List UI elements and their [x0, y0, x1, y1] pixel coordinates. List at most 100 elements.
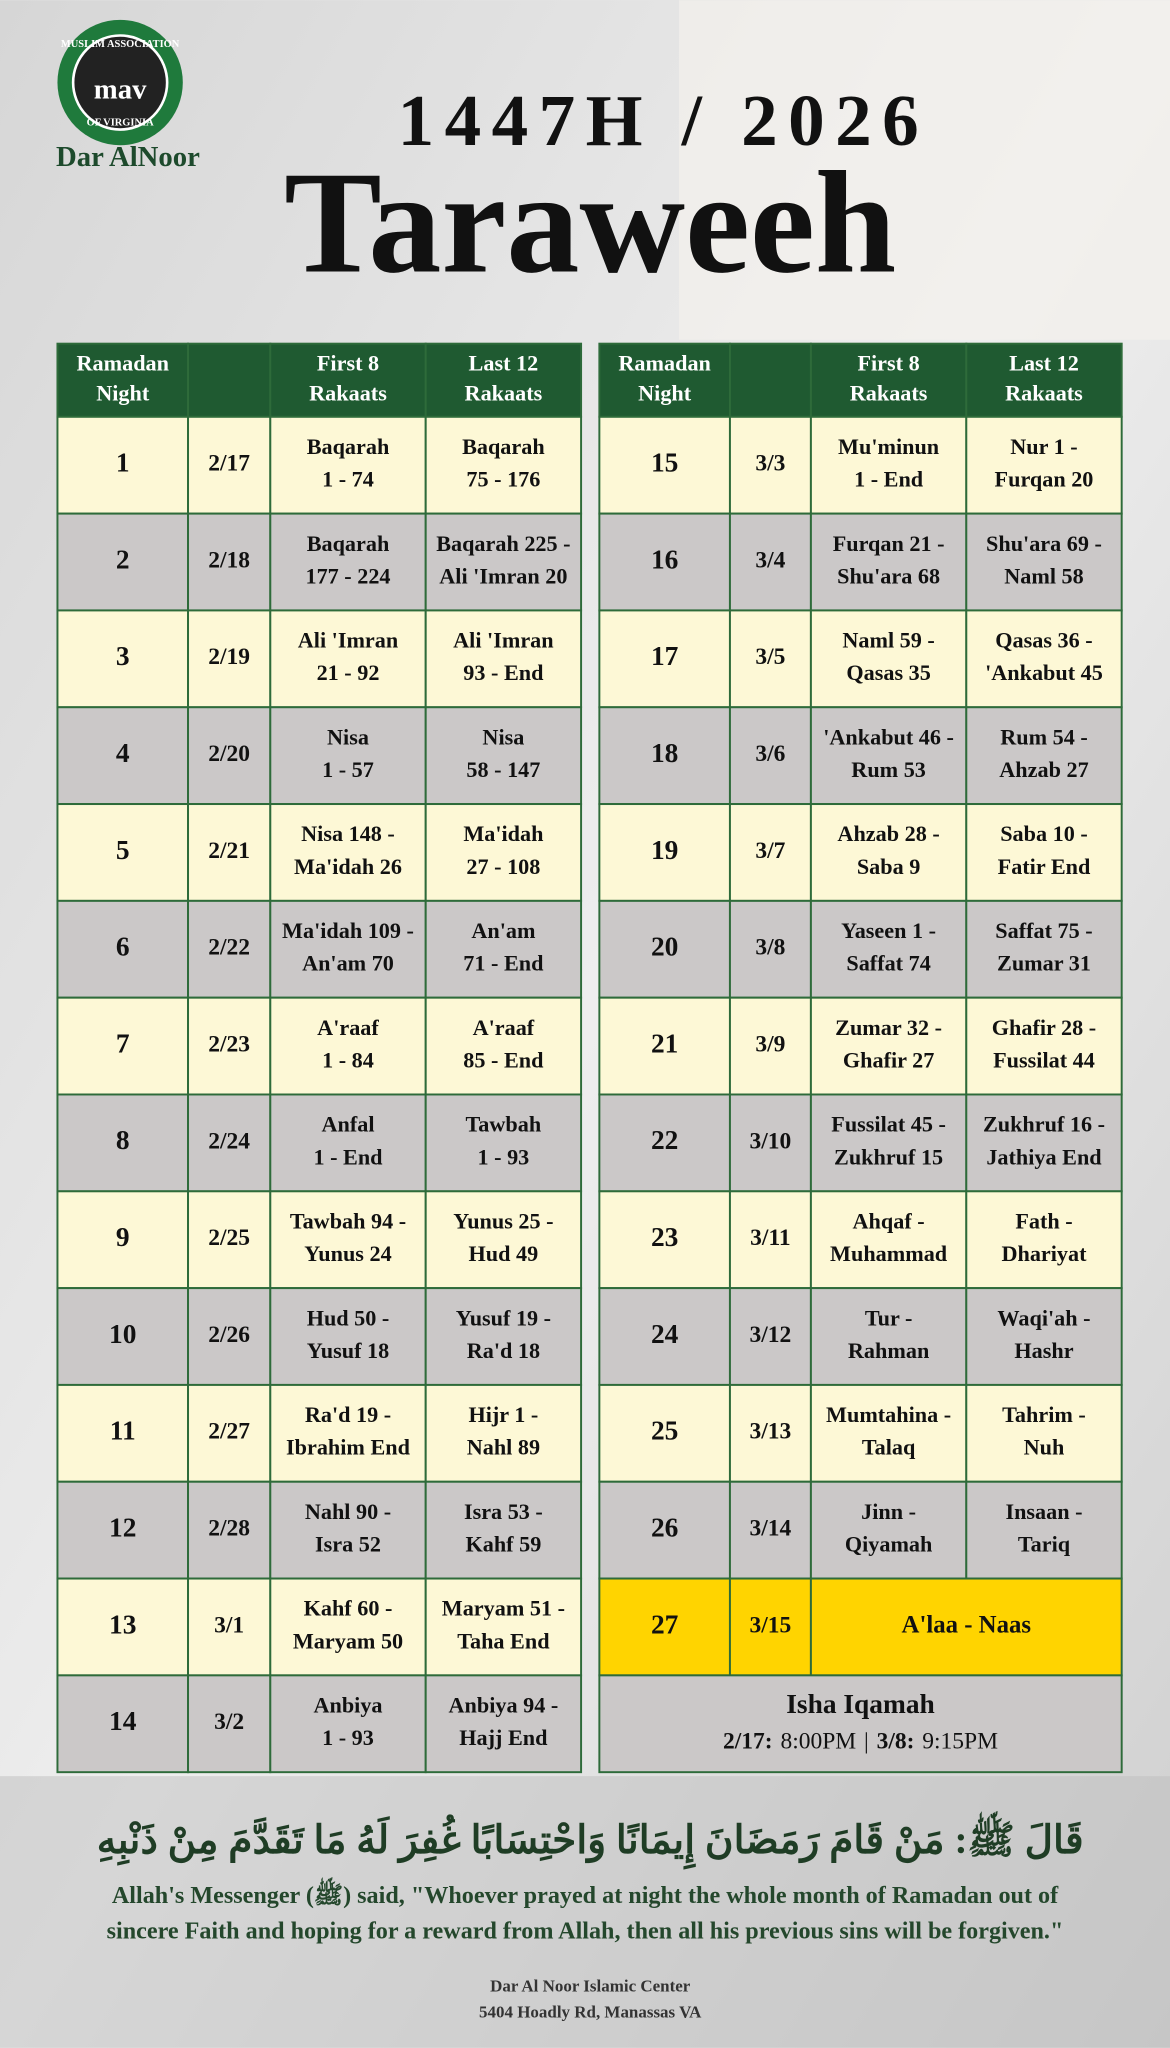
table-cell: [965, 996, 1123, 1096]
night-number: 12: [109, 1512, 136, 1542]
table-cell: [187, 1674, 272, 1774]
table-cell: [187, 899, 272, 999]
cell-text: Shu'ara 68: [837, 563, 940, 588]
table-cell: [56, 803, 190, 902]
table-cell: [269, 609, 427, 709]
night-number: 18: [651, 738, 678, 768]
date: 3/9: [755, 1031, 785, 1057]
table-cell: [965, 899, 1123, 999]
table-cell: [809, 706, 968, 806]
table-cell: [269, 1190, 427, 1290]
cell-text: Fussilat 45 -: [831, 1112, 946, 1137]
cell-text: An'am 70: [302, 951, 394, 976]
table-cell: [187, 1190, 272, 1290]
cell-text: Muhammad: [830, 1241, 948, 1266]
cell-text: Ghafir 27: [843, 1047, 934, 1072]
cell-text: Saba 10 -: [1000, 821, 1088, 846]
cell-text: Tawbah: [466, 1112, 542, 1137]
night-number: 10: [109, 1319, 136, 1349]
reading: A'laa - Naas: [902, 1612, 1032, 1639]
table-cell: [598, 899, 731, 999]
date: 3/8: [755, 935, 785, 961]
cell-text: Kahf 59: [465, 1532, 541, 1557]
cell-text: 1 - End: [854, 467, 924, 492]
cell-text: Saffat 75 -: [995, 918, 1092, 943]
cell-text: 1 - 84: [322, 1047, 374, 1072]
cell-text: Hud 49: [469, 1241, 539, 1266]
isha-first-time: 8:00PM: [780, 1729, 856, 1755]
table-cell: [598, 706, 731, 806]
cell-text: Jathiya End: [986, 1144, 1102, 1169]
table-cell: [728, 1093, 812, 1193]
cell-text: Hud 50 -: [307, 1305, 390, 1330]
table-cell: [809, 1093, 968, 1193]
cell-text: 21 - 92: [317, 660, 380, 685]
table-cell: [424, 415, 583, 515]
table-cell: [809, 609, 968, 709]
cell-text: Tur -: [865, 1305, 912, 1330]
table-cell: [598, 996, 731, 1096]
table-cell: [187, 1093, 272, 1193]
cell-text: Maryam 50: [293, 1628, 403, 1653]
table-cell: [424, 342, 583, 418]
night-number: 27: [651, 1609, 679, 1639]
table-cell: [965, 1190, 1123, 1290]
table-cell: [965, 342, 1123, 418]
cell-text: Fatir End: [998, 854, 1091, 879]
cell-text: Jinn -: [861, 1499, 916, 1524]
isha-title: Isha Iqamah: [786, 1689, 935, 1719]
cell-text: Isra 52: [315, 1532, 381, 1557]
date: 3/7: [755, 838, 785, 864]
night-number: 25: [651, 1416, 678, 1446]
table-cell: [424, 706, 583, 806]
table-cell: [269, 415, 427, 515]
cell-text: Nahl 89: [467, 1435, 540, 1460]
night-number: 3: [116, 641, 130, 671]
cell-text: Kahf 60 -: [304, 1596, 393, 1621]
column-header: Rakaats: [309, 380, 387, 405]
table-cell: [56, 899, 190, 999]
cell-text: Shu'ara 69 -: [986, 531, 1102, 556]
table-cell: [728, 1383, 812, 1483]
cell-text: A'raaf: [473, 1015, 535, 1040]
table-cell: [187, 1480, 272, 1580]
footer-bg: [0, 1776, 1170, 2048]
table-cell: [424, 1383, 583, 1483]
table-cell: [56, 706, 190, 806]
cell-text: Qiyamah: [845, 1532, 933, 1557]
cell-text: Nahl 90 -: [305, 1499, 391, 1524]
date: 2/21: [208, 838, 250, 864]
column-header: Rakaats: [850, 380, 928, 405]
table-cell: [187, 415, 272, 515]
table-cell: [424, 803, 583, 902]
table-cell: [728, 706, 812, 806]
night-number: 20: [651, 932, 678, 962]
table-cell: [809, 512, 968, 612]
table-cell: [269, 1480, 427, 1580]
cell-text: Saba 9: [857, 854, 921, 879]
cell-text: Mu'minun: [838, 434, 939, 459]
table-cell: [728, 899, 812, 999]
table-cell: [269, 1577, 427, 1677]
night-number: 4: [116, 738, 130, 768]
night-number: 13: [109, 1609, 136, 1639]
cell-text: Zumar 31: [997, 951, 1091, 976]
cell-text: Fussilat 44: [993, 1047, 1095, 1072]
cell-text: An'am: [471, 918, 536, 943]
column-header: Night: [96, 380, 150, 405]
table-cell: [424, 512, 583, 612]
hadith-arabic: قَالَ ﷺ: مَنْ قَامَ رَمَضَانَ إِيمَانًا …: [97, 1810, 1084, 1871]
cell-text: Rum 53: [851, 757, 926, 782]
cell-text: Yaseen 1 -: [841, 918, 936, 943]
cell-text: Qasas 35: [846, 660, 930, 685]
table-cell: [965, 609, 1123, 709]
night-number: 16: [651, 544, 678, 574]
table-cell: [187, 803, 272, 902]
cell-text: A'raaf: [317, 1015, 379, 1040]
table-cell: [809, 342, 968, 418]
cell-text: Anfal: [321, 1112, 374, 1137]
cell-text: Naml 58: [1004, 563, 1084, 588]
cell-text: Furqan 20: [995, 467, 1094, 492]
cell-text: Yunus 25 -: [453, 1208, 553, 1233]
cell-text: Zumar 32 -: [835, 1015, 942, 1040]
